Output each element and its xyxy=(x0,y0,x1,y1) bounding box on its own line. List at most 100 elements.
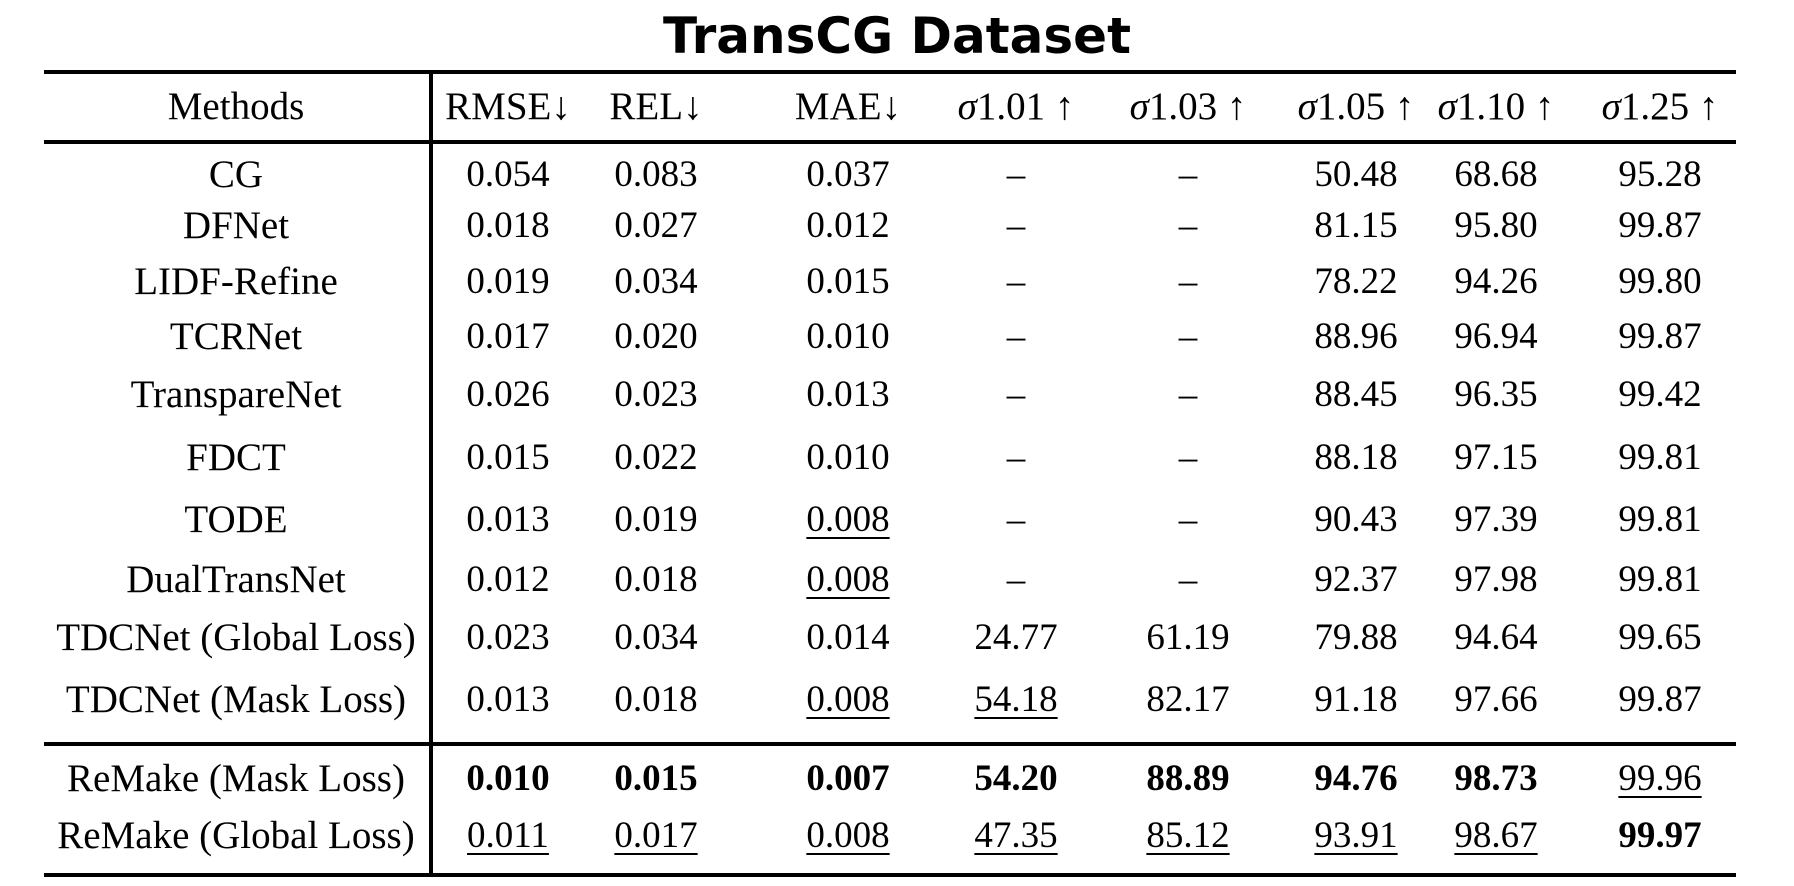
table-cell: 99.87 xyxy=(1575,315,1745,359)
cell-value: 61.19 xyxy=(1146,617,1230,658)
table-cell: 0.037 xyxy=(773,153,923,197)
cell-value: 0.008 xyxy=(806,499,890,540)
cell-value: – xyxy=(1006,437,1026,478)
table-cell: 95.80 xyxy=(1421,204,1571,248)
cell-value: 54.20 xyxy=(974,758,1058,799)
cell-value: 99.81 xyxy=(1618,499,1702,540)
cell-value: 0.026 xyxy=(466,374,550,415)
cell-value: 0.014 xyxy=(806,617,890,658)
header-rule xyxy=(44,140,1736,144)
cell-value: 0.012 xyxy=(806,205,890,246)
table-cell: 0.017 xyxy=(586,814,726,858)
cell-value: – xyxy=(1178,205,1198,246)
table-cell: 82.17 xyxy=(1103,678,1273,722)
cell-value: 0.020 xyxy=(614,316,698,357)
cell-value: 0.017 xyxy=(614,815,698,856)
cell-value: 0.010 xyxy=(806,316,890,357)
cell-value: 94.76 xyxy=(1314,758,1398,799)
cell-value: 99.81 xyxy=(1618,437,1702,478)
cell-value: – xyxy=(1178,261,1198,302)
method-name: DFNet xyxy=(182,204,290,247)
table-cell: 79.88 xyxy=(1276,616,1436,660)
table-cell: 0.011 xyxy=(438,814,578,858)
table-cell: 93.91 xyxy=(1276,814,1436,858)
cell-value: – xyxy=(1178,559,1198,600)
table-cell: 0.018 xyxy=(438,204,578,248)
cell-value: 97.98 xyxy=(1454,559,1538,600)
cell-value: 94.64 xyxy=(1454,617,1538,658)
bottom-rule xyxy=(44,873,1736,877)
cell-value: 99.81 xyxy=(1618,559,1702,600)
table-cell: 97.39 xyxy=(1421,498,1571,542)
table-cell: 94.64 xyxy=(1421,616,1571,660)
column-header: MAE↓ xyxy=(794,85,902,128)
table-cell: 91.18 xyxy=(1276,678,1436,722)
column-header: Methods xyxy=(167,85,305,128)
table-cell: 0.015 xyxy=(773,260,923,304)
threshold-label: 1.01 ↑ xyxy=(976,85,1075,128)
table-cell: – xyxy=(1103,436,1273,480)
table-cell: 0.010 xyxy=(773,315,923,359)
table-cell: – xyxy=(931,260,1101,304)
method-name: TDCNet (Global Loss) xyxy=(56,616,416,659)
cell-value: – xyxy=(1006,154,1026,195)
cell-value: 0.013 xyxy=(466,499,550,540)
table-cell: 94.26 xyxy=(1421,260,1571,304)
table-cell: 50.48 xyxy=(1276,153,1436,197)
table-cell: 0.007 xyxy=(773,757,923,801)
table-cell: 0.019 xyxy=(586,498,726,542)
threshold-label: 1.03 ↑ xyxy=(1148,85,1247,128)
cell-value: – xyxy=(1006,261,1026,302)
table-cell: – xyxy=(1103,373,1273,417)
table-cell: 0.034 xyxy=(586,616,726,660)
table-cell: – xyxy=(1103,260,1273,304)
table-cell: 0.008 xyxy=(773,558,923,602)
cell-value: 0.012 xyxy=(466,559,550,600)
cell-value: 97.15 xyxy=(1454,437,1538,478)
group-separator-rule xyxy=(44,742,1736,746)
table-cell: 0.034 xyxy=(586,260,726,304)
cell-value: 88.45 xyxy=(1314,374,1398,415)
cell-value: 90.43 xyxy=(1314,499,1398,540)
table-cell: 99.80 xyxy=(1575,260,1745,304)
table-cell: 54.18 xyxy=(931,678,1101,722)
column-header: σ1.10 ↑ xyxy=(1421,85,1571,129)
cell-value: 0.037 xyxy=(806,154,890,195)
table-cell: – xyxy=(1103,204,1273,248)
table-cell: 0.015 xyxy=(438,436,578,480)
table-cell: 90.43 xyxy=(1276,498,1436,542)
cell-value: – xyxy=(1178,499,1198,540)
cell-value: 99.96 xyxy=(1618,758,1702,799)
method-name: ReMake (Global Loss) xyxy=(57,814,415,857)
table-cell: 54.20 xyxy=(931,757,1101,801)
table-cell: 0.083 xyxy=(586,153,726,197)
table-cell: – xyxy=(931,373,1101,417)
cell-value: 88.96 xyxy=(1314,316,1398,357)
cell-value: 68.68 xyxy=(1454,154,1538,195)
cell-value: 99.87 xyxy=(1618,316,1702,357)
table-cell: 0.008 xyxy=(773,814,923,858)
cell-value: 24.77 xyxy=(974,617,1058,658)
cell-value: 79.88 xyxy=(1314,617,1398,658)
cell-value: 0.008 xyxy=(806,815,890,856)
table-cell: 85.12 xyxy=(1103,814,1273,858)
table-cell: – xyxy=(931,558,1101,602)
cell-value: 92.37 xyxy=(1314,559,1398,600)
table-cell: 99.81 xyxy=(1575,558,1745,602)
cell-value: 93.91 xyxy=(1314,815,1398,856)
cell-value: 0.023 xyxy=(614,374,698,415)
table-cell: 0.013 xyxy=(773,373,923,417)
table-cell: 88.18 xyxy=(1276,436,1436,480)
table-cell: – xyxy=(1103,153,1273,197)
table-cell: – xyxy=(931,153,1101,197)
cell-value: 0.011 xyxy=(467,815,549,856)
cell-value: 0.054 xyxy=(466,154,550,195)
table-cell: 99.97 xyxy=(1575,814,1745,858)
threshold-label: 1.25 ↑ xyxy=(1620,85,1719,128)
method-name: TODE xyxy=(184,498,288,541)
table-title: TransCG Dataset xyxy=(663,7,1131,65)
sigma-symbol: σ xyxy=(957,85,977,128)
table-cell: – xyxy=(1103,315,1273,359)
cell-value: 98.73 xyxy=(1454,758,1538,799)
cell-value: 0.015 xyxy=(614,758,698,799)
